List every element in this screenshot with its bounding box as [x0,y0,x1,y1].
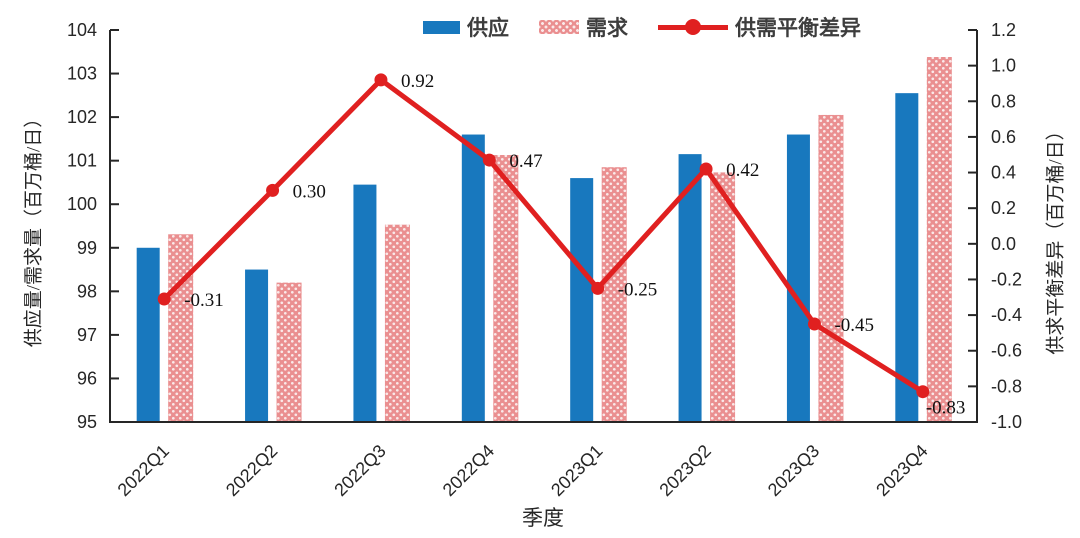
supply-bar-2022Q1 [136,247,160,422]
right-axis-title: 供求平衡差异（百万桶/日） [1045,121,1067,355]
legend-item-supply: 供应 [423,12,509,42]
left-axis-title: 供应量/需求量（百万桶/日） [23,108,45,348]
left-tick-label: 104 [67,20,97,40]
x-tick-label-2022Q1: 2022Q1 [114,441,173,500]
supply-bar-2022Q4 [461,134,485,423]
demand-bar-2023Q1 [601,167,627,422]
diff-point-label-2023Q1: -0.25 [618,279,658,300]
diff-markers [157,73,930,399]
right-tick-label: -1.0 [991,412,1022,432]
right-tick-label: -0.2 [991,269,1022,289]
demand-bar-2022Q4 [493,155,519,422]
diff-marker-2022Q1 [157,292,171,306]
x-axis-title: 季度 [522,506,564,530]
diff-marker-2022Q4 [482,153,496,167]
right-tick-label: -0.8 [991,376,1022,396]
diff-point-label-2022Q4: 0.47 [509,151,542,172]
demand-swatch-icon [539,20,579,34]
legend-label-diff: 供需平衡差异 [735,17,861,40]
right-tick-label: -0.4 [991,305,1022,325]
right-tick-label: 1.2 [991,20,1016,40]
diff-point-label-2022Q2: 0.30 [293,181,326,202]
diff-marker-2023Q2 [699,162,713,176]
x-tick-label-2023Q3: 2023Q3 [764,441,823,500]
legend-label-demand: 需求 [586,17,628,40]
right-tick-label: 0.6 [991,127,1016,147]
demand-bar-2023Q4 [926,57,952,422]
diff-point-label-2023Q2: 0.42 [726,160,759,181]
left-tick-label: 102 [67,107,97,127]
supply-swatch-icon [423,20,460,34]
supply-bar-2023Q2 [678,154,702,422]
right-tick-label: 0.0 [991,234,1016,254]
diff-point-label-2023Q3: -0.45 [834,315,874,336]
right-tick-label: 0.2 [991,198,1016,218]
demand-bar-2022Q1 [168,234,194,422]
x-tick-label-2023Q2: 2023Q2 [655,441,714,500]
demand-bar-2023Q3 [818,114,844,422]
supply-bar-2023Q1 [570,178,594,422]
left-tick-label: 99 [77,238,97,258]
supply-bar-2023Q4 [895,93,919,423]
diff-marker-2022Q3 [374,73,388,87]
x-tick-label-2023Q1: 2023Q1 [547,441,606,500]
demand-bar-2022Q3 [384,224,410,422]
left-tick-label: 98 [77,281,97,301]
diff-marker-2023Q4 [916,385,930,399]
diff-point-labels: -0.31 0.30 0.92 0.47 -0.25 0.42 -0.45 -0.83 [184,71,965,419]
demand-bar-2022Q2 [276,282,302,422]
demand-bar-2023Q2 [710,172,736,422]
legend-item-diff: 供需平衡差异 [658,12,861,42]
legend-label-supply: 供应 [467,17,509,40]
right-tick-label: 1.0 [991,56,1016,76]
supply-bar-2022Q2 [245,269,269,422]
x-tick-label-2022Q4: 2022Q4 [439,441,498,500]
diff-line [162,77,925,394]
supply-bar-2023Q3 [786,134,810,423]
left-tick-label: 96 [77,368,97,388]
left-tick-label: 103 [67,64,97,84]
left-tick-label: 95 [77,412,97,432]
supply-bar-2022Q3 [353,184,377,422]
diff-point-label-2023Q4: -0.83 [926,398,966,419]
legend-item-demand: 需求 [539,12,628,42]
x-tick-label-2022Q3: 2022Q3 [330,441,389,500]
left-tick-label: 100 [67,194,97,214]
left-tick-label: 97 [77,325,97,345]
right-tick-label: 0.8 [991,91,1016,111]
axes [109,29,978,423]
x-tick-label-2022Q2: 2022Q2 [222,441,281,500]
right-tick-label: 0.4 [991,163,1016,183]
line-marker-swatch-icon [658,19,728,35]
diff-point-label-2022Q3: 0.92 [401,71,434,92]
bars-group [136,57,952,423]
tick-labels: 95 96 97 98 99 100 101 102 103 104 -1.0 -0.8 -0.6 -0.… [67,20,1022,500]
x-tick-label-2023Q4: 2023Q4 [872,441,931,500]
diff-point-label-2022Q1: -0.31 [184,290,224,311]
diff-marker-2023Q3 [807,317,821,331]
right-tick-label: -0.6 [991,341,1022,361]
diff-marker-2022Q2 [266,183,280,197]
left-tick-label: 101 [67,151,97,171]
legend: 供应 需求 供需平衡差异 [423,12,861,42]
diff-marker-2023Q1 [591,281,605,295]
